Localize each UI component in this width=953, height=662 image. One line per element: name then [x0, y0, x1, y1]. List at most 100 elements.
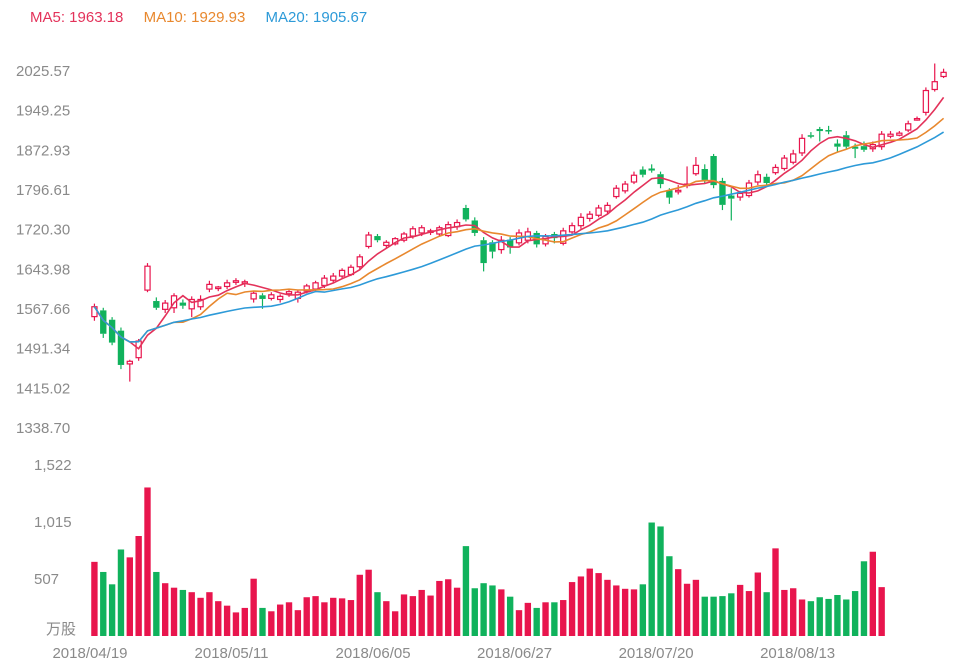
- ma10-line: [93, 117, 945, 343]
- candle: [126, 359, 133, 382]
- candle: [692, 157, 700, 176]
- candle: [232, 278, 240, 285]
- price-tick-label: 2025.57: [16, 63, 70, 80]
- volume-tick-label: 1,522: [34, 457, 72, 474]
- volume-axis-labels: 1,522 1,015 507 万股: [34, 457, 76, 638]
- volume-bar: [524, 602, 532, 636]
- volume-bar: [445, 579, 452, 636]
- candle: [763, 173, 770, 186]
- volume-bar: [162, 583, 169, 636]
- volume-bar: [215, 601, 222, 636]
- volume-tick-label: 1,015: [34, 514, 72, 531]
- volume-bars: [91, 487, 885, 636]
- volume-bar: [595, 573, 602, 636]
- volume-bar: [515, 610, 523, 636]
- moving-average-lines: [93, 96, 945, 350]
- volume-bar: [701, 596, 708, 636]
- legend-ma20: MA20: 1905.67: [265, 9, 368, 26]
- candle: [294, 290, 302, 303]
- candle: [639, 166, 647, 178]
- volume-bar: [604, 579, 611, 636]
- volume-bar: [568, 582, 576, 636]
- candle: [940, 68, 947, 79]
- candlestick-series: [91, 63, 947, 382]
- candle: [506, 237, 514, 254]
- candle: [215, 285, 222, 292]
- candle: [153, 297, 160, 310]
- volume-bar: [613, 585, 620, 636]
- volume-bar: [498, 589, 505, 636]
- candle: [807, 132, 815, 139]
- price-tick-label: 1720.30: [16, 222, 70, 239]
- legend-ma5: MA5: 1963.18: [30, 9, 124, 26]
- volume-bar: [843, 599, 850, 636]
- candle: [489, 240, 496, 259]
- price-tick-label: 1643.98: [16, 261, 70, 278]
- candle: [657, 171, 664, 189]
- volume-bar: [462, 546, 470, 636]
- volume-bar: [365, 569, 372, 636]
- candle: [462, 204, 470, 222]
- candle: [621, 180, 629, 194]
- volume-bar: [736, 584, 744, 636]
- candle: [931, 63, 938, 92]
- candle: [197, 295, 204, 310]
- legend-ma10: MA10: 1929.93: [143, 9, 246, 26]
- volume-bar: [551, 602, 558, 636]
- candle: [834, 139, 841, 152]
- volume-bar: [409, 596, 417, 636]
- ma20-line: [93, 131, 945, 343]
- volume-unit-label: 万股: [46, 621, 76, 638]
- volume-bar: [330, 597, 337, 636]
- volume-bar: [692, 579, 700, 636]
- volume-bar: [436, 580, 443, 636]
- volume-bar: [798, 599, 806, 636]
- candle: [710, 153, 717, 189]
- volume-bar: [347, 600, 355, 636]
- candle: [498, 236, 505, 254]
- candle: [285, 290, 293, 297]
- candle: [922, 87, 930, 116]
- volume-bar: [790, 588, 797, 636]
- volume-bar: [851, 591, 859, 636]
- volume-bar: [232, 612, 240, 636]
- volume-bar: [374, 592, 381, 636]
- volume-bar: [356, 574, 363, 636]
- chart-legend: MA5: 1963.18 MA10: 1929.93 MA20: 1905.67: [30, 9, 383, 26]
- date-tick-label: 2018/06/05: [336, 645, 411, 662]
- volume-bar: [170, 587, 178, 636]
- volume-bar: [321, 602, 328, 636]
- candle: [276, 294, 284, 303]
- volume-bar: [427, 595, 434, 636]
- candle: [206, 280, 213, 293]
- volume-bar: [144, 487, 151, 636]
- volume-bar: [560, 600, 567, 636]
- ma5-line: [93, 96, 945, 350]
- candle: [648, 164, 655, 173]
- volume-bar: [206, 592, 213, 636]
- volume-bar: [188, 592, 195, 636]
- volume-bar: [781, 589, 788, 636]
- volume-bar: [117, 549, 125, 636]
- price-tick-label: 1567.66: [16, 301, 70, 318]
- volume-bar: [135, 536, 142, 636]
- volume-bar: [577, 576, 585, 636]
- volume-bar: [719, 596, 726, 636]
- candle: [179, 299, 187, 309]
- volume-bar: [533, 607, 540, 636]
- volume-bar: [91, 561, 98, 636]
- volume-bar: [126, 557, 133, 636]
- candle: [630, 171, 638, 185]
- volume-bar: [179, 589, 187, 636]
- volume-bar: [383, 601, 390, 636]
- candle: [613, 185, 620, 199]
- volume-bar: [285, 602, 293, 636]
- volume-bar: [480, 583, 487, 636]
- candle: [798, 134, 806, 157]
- volume-bar: [657, 526, 664, 636]
- volume-bar: [241, 607, 248, 636]
- candle: [445, 221, 452, 238]
- candle: [453, 219, 461, 230]
- volume-bar: [675, 569, 682, 636]
